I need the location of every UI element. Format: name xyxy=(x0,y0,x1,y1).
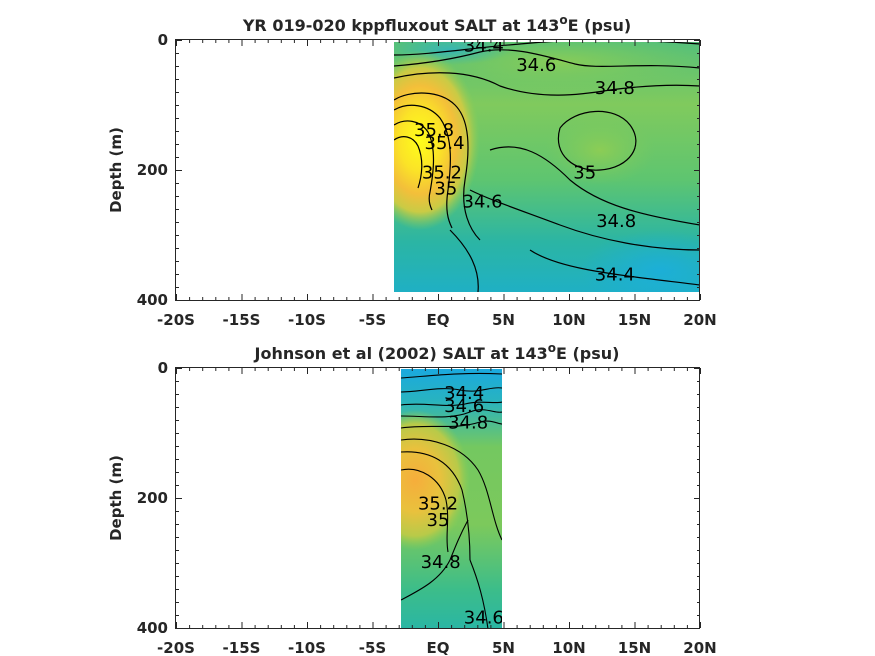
top-xtick-label: -20S xyxy=(157,311,195,329)
top-contour-label: 34.8 xyxy=(596,211,636,232)
top-contour-label: 34.6 xyxy=(516,55,556,76)
top-xtick-label: -5S xyxy=(359,311,386,329)
bottom-ytick-label: 200 xyxy=(137,489,168,507)
top-contour-label: 34.4 xyxy=(464,36,504,57)
bottom-xtick-label: 5N xyxy=(492,639,515,656)
top-contour-label: 34.8 xyxy=(595,78,635,99)
top-contour-label: 34.6 xyxy=(463,192,503,213)
bottom-xtick-label: 10N xyxy=(552,639,585,656)
bottom-title: Johnson et al (2002) SALT at 143oE (psu) xyxy=(254,341,620,363)
bottom-ytick-label: 0 xyxy=(158,359,168,377)
top-title-suffix: E (psu) xyxy=(568,16,632,35)
top-contour-label: 35.8 xyxy=(414,120,454,141)
top-panel: YR 019-020 kppfluxout SALT at 143oE (psu… xyxy=(107,13,717,329)
bottom-contour-label: 35.2 xyxy=(418,494,458,515)
bottom-ylabel: Depth (m) xyxy=(107,455,125,541)
bottom-contour-label: 34.4 xyxy=(444,383,484,404)
bottom-contour-label: 34.8 xyxy=(448,412,488,433)
top-xtick-label: 10N xyxy=(552,311,585,329)
top-title-degree: o xyxy=(559,13,567,27)
top-yticks: 0 200 400 xyxy=(137,31,700,309)
top-xtick-label: -15S xyxy=(223,311,261,329)
top-contour-label: 35.4 xyxy=(425,133,465,154)
bottom-contours xyxy=(401,372,502,629)
top-title: YR 019-020 kppfluxout SALT at 143oE (psu… xyxy=(242,13,631,35)
top-xtick-label: 5N xyxy=(492,311,515,329)
bottom-xtick-label: -5S xyxy=(359,639,386,656)
bottom-salinity-field xyxy=(401,369,502,629)
top-title-main: YR 019-020 kppfluxout SALT at 143 xyxy=(242,16,560,35)
bottom-contour-label: 34.8 xyxy=(421,552,461,573)
bottom-title-main: Johnson et al (2002) SALT at 143 xyxy=(254,344,548,363)
top-ytick-label: 400 xyxy=(137,291,168,309)
bottom-contour-label: 34.6 xyxy=(444,396,484,417)
bottom-xtick-label: -20S xyxy=(157,639,195,656)
bottom-xtick-label: EQ xyxy=(427,639,450,656)
top-ytick-label: 0 xyxy=(158,31,168,49)
bottom-xtick-label: -10S xyxy=(288,639,326,656)
top-xtick-label: -10S xyxy=(288,311,326,329)
top-salinity-field xyxy=(394,42,700,292)
bottom-ytick-label: 400 xyxy=(137,619,168,637)
bottom-title-suffix: E (psu) xyxy=(556,344,620,363)
bottom-title-degree: o xyxy=(548,341,556,355)
bottom-xticks: -20S -15S -10S -5S EQ 5N 10N 15N 20N xyxy=(157,368,717,656)
bottom-panel: Johnson et al (2002) SALT at 143oE (psu)… xyxy=(107,341,717,656)
top-ytick-label: 200 xyxy=(137,161,168,179)
top-contour-label: 35 xyxy=(434,179,457,200)
top-ylabel: Depth (m) xyxy=(107,127,125,213)
bottom-xtick-label: 20N xyxy=(683,639,716,656)
top-xtick-label: 15N xyxy=(618,311,651,329)
bottom-contour-label: 34.6 xyxy=(464,607,504,628)
top-xtick-label: EQ xyxy=(427,311,450,329)
top-xtick-label: 20N xyxy=(683,311,716,329)
top-contour-label: 35 xyxy=(573,162,596,183)
bottom-yticks: 0 200 400 xyxy=(137,359,700,637)
bottom-xtick-label: -15S xyxy=(223,639,261,656)
top-contour-label: 34.4 xyxy=(595,264,635,285)
top-contours xyxy=(394,42,700,292)
top-contour-label: 35.2 xyxy=(422,162,462,183)
top-xticks: -20S -15S -10S -5S EQ 5N 10N 15N 20N xyxy=(157,40,717,329)
bottom-xtick-label: 15N xyxy=(618,639,651,656)
bottom-contour-label: 35 xyxy=(427,510,450,531)
